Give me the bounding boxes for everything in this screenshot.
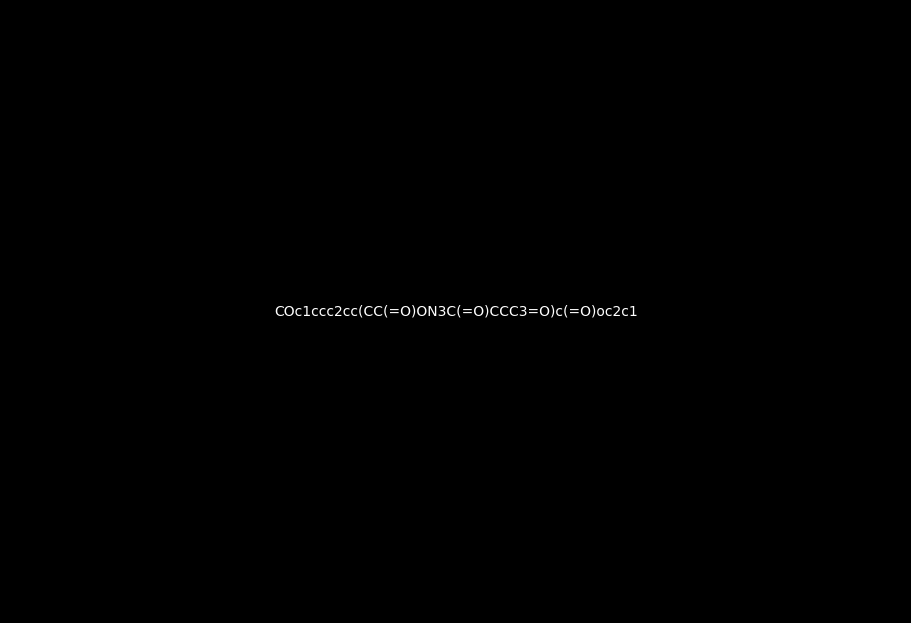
Text: COc1ccc2cc(CC(=O)ON3C(=O)CCC3=O)c(=O)oc2c1: COc1ccc2cc(CC(=O)ON3C(=O)CCC3=O)c(=O)oc2…	[274, 305, 637, 318]
